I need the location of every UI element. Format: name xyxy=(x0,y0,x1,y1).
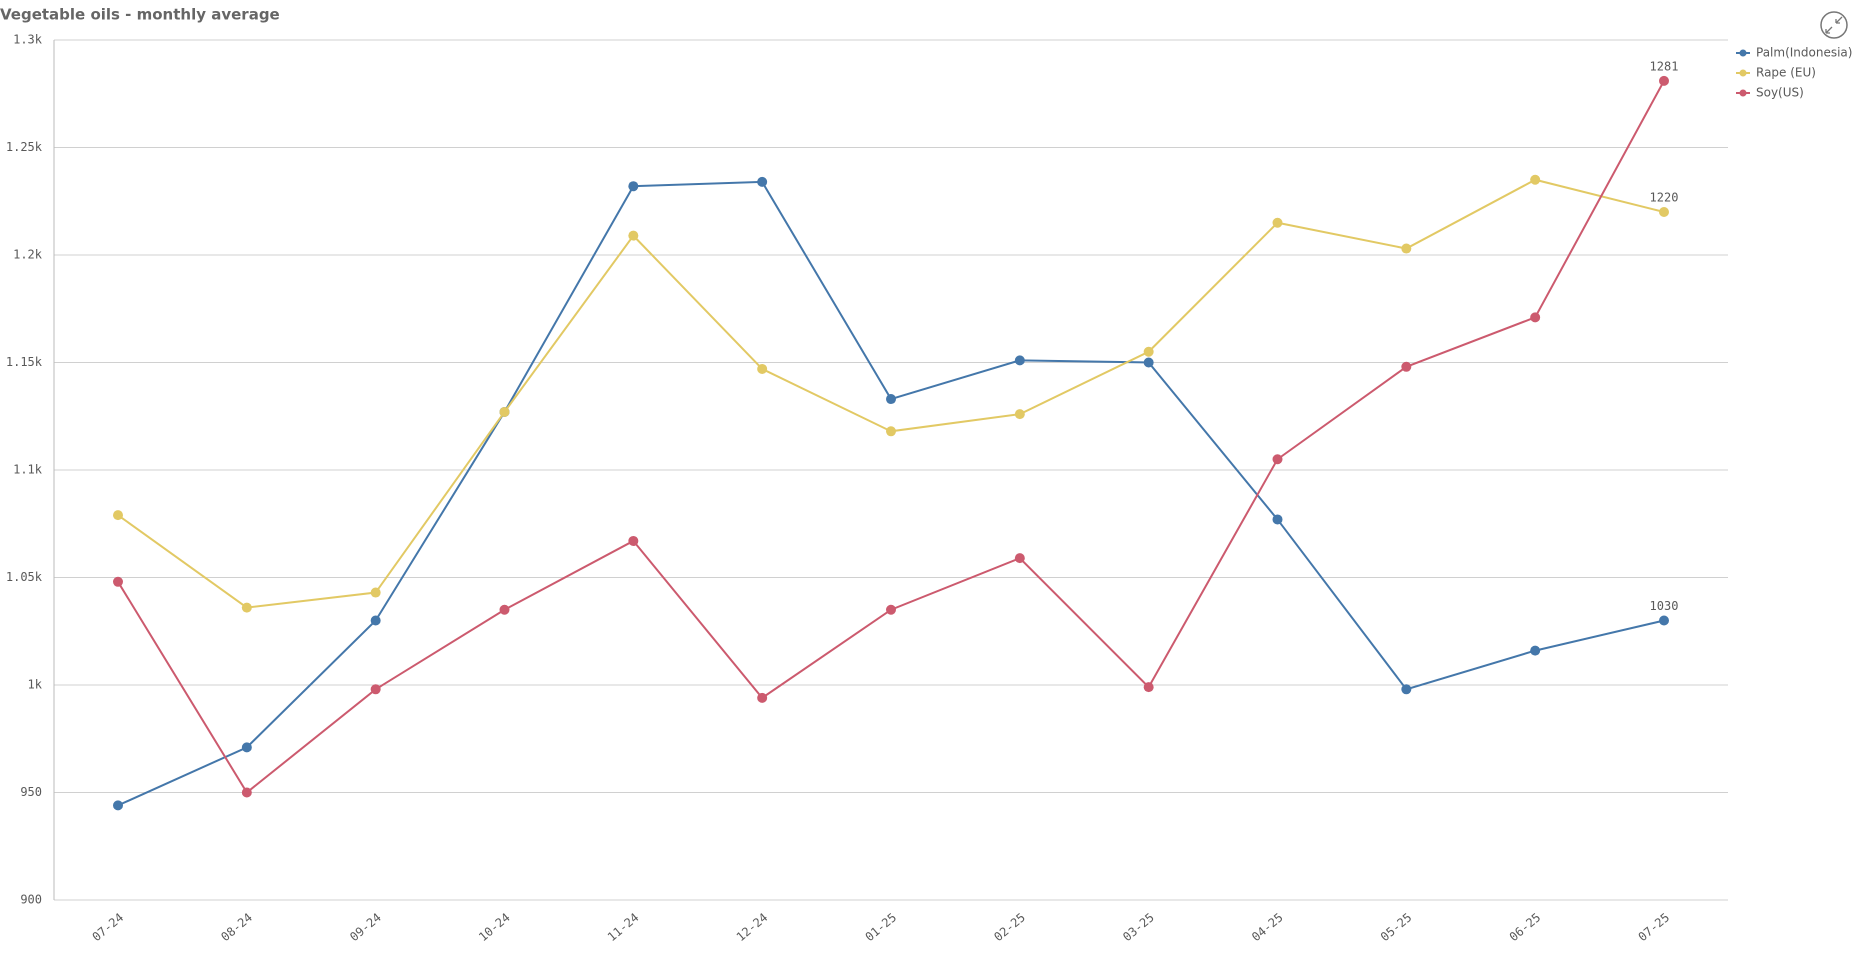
data-point xyxy=(1143,357,1154,368)
data-point xyxy=(757,363,768,374)
x-tick-label: 09-24 xyxy=(347,910,384,944)
data-point xyxy=(1143,682,1154,693)
data-point xyxy=(1014,409,1025,420)
data-point xyxy=(113,800,123,811)
data-point xyxy=(1272,514,1283,525)
x-tick-label: 08-24 xyxy=(218,910,255,944)
data-point xyxy=(1530,645,1541,656)
data-point xyxy=(1401,684,1412,695)
legend-marker xyxy=(1739,69,1747,77)
x-tick-label: 07-25 xyxy=(1636,910,1673,944)
y-tick-label: 1.1k xyxy=(13,463,43,477)
data-point xyxy=(241,742,252,753)
y-tick-label: 1.2k xyxy=(13,248,43,262)
data-point xyxy=(241,602,252,613)
legend-label: Palm(Indonesia) xyxy=(1756,46,1852,60)
x-tick-label: 11-24 xyxy=(605,910,642,944)
legend-marker xyxy=(1739,49,1747,57)
data-point xyxy=(499,406,510,417)
data-point xyxy=(370,684,381,695)
data-point xyxy=(1659,615,1669,626)
legend-marker xyxy=(1739,89,1747,97)
data-point xyxy=(113,576,123,587)
data-point xyxy=(1659,75,1669,86)
x-tick-label: 12-24 xyxy=(734,910,771,944)
y-tick-label: 900 xyxy=(20,893,42,907)
data-point xyxy=(241,787,252,798)
x-tick-label: 04-25 xyxy=(1249,910,1286,944)
x-tick-label: 10-24 xyxy=(476,910,513,944)
y-tick-label: 1.05k xyxy=(6,570,43,584)
data-label: 1281 xyxy=(1650,59,1679,73)
data-point xyxy=(1014,355,1025,366)
y-tick-label: 1k xyxy=(28,678,43,692)
chart-title: Vegetable oils - monthly average xyxy=(0,6,280,24)
y-tick-label: 950 xyxy=(20,785,42,799)
series-line xyxy=(117,180,1665,807)
data-point xyxy=(757,692,768,703)
x-tick-label: 01-25 xyxy=(863,910,900,944)
data-point xyxy=(886,604,896,615)
data-point xyxy=(370,615,381,626)
x-tick-label: 06-25 xyxy=(1507,910,1544,944)
data-point xyxy=(1659,207,1669,217)
data-point xyxy=(370,587,381,598)
data-point xyxy=(628,535,639,546)
series-line xyxy=(117,80,1665,794)
data-point xyxy=(757,176,768,187)
data-point xyxy=(113,510,123,521)
y-tick-label: 1.15k xyxy=(6,355,43,369)
series-line xyxy=(117,178,1665,609)
data-point xyxy=(628,181,639,192)
data-point xyxy=(886,394,896,405)
exit-fullscreen-button[interactable] xyxy=(1820,11,1848,39)
y-tick-label: 1.3k xyxy=(13,33,43,47)
x-tick-label: 02-25 xyxy=(991,910,1028,944)
x-tick-label: 03-25 xyxy=(1120,910,1157,944)
data-point xyxy=(628,230,639,241)
data-label: 1220 xyxy=(1650,191,1679,205)
data-point xyxy=(1401,361,1412,372)
data-label: 1030 xyxy=(1650,599,1679,613)
data-point xyxy=(1401,243,1412,254)
legend-label: Rape (EU) xyxy=(1756,66,1816,80)
x-tick-label: 07-24 xyxy=(90,910,127,944)
x-tick-label: 05-25 xyxy=(1378,910,1415,944)
legend-label: Soy(US) xyxy=(1756,86,1804,100)
data-point xyxy=(499,604,510,615)
data-point xyxy=(886,426,896,437)
data-point xyxy=(1272,217,1283,228)
data-point xyxy=(1014,553,1025,564)
data-point xyxy=(1530,174,1541,185)
data-point xyxy=(1530,312,1541,323)
data-point xyxy=(1143,346,1154,357)
data-point xyxy=(1272,454,1283,465)
y-tick-label: 1.25k xyxy=(6,140,43,154)
